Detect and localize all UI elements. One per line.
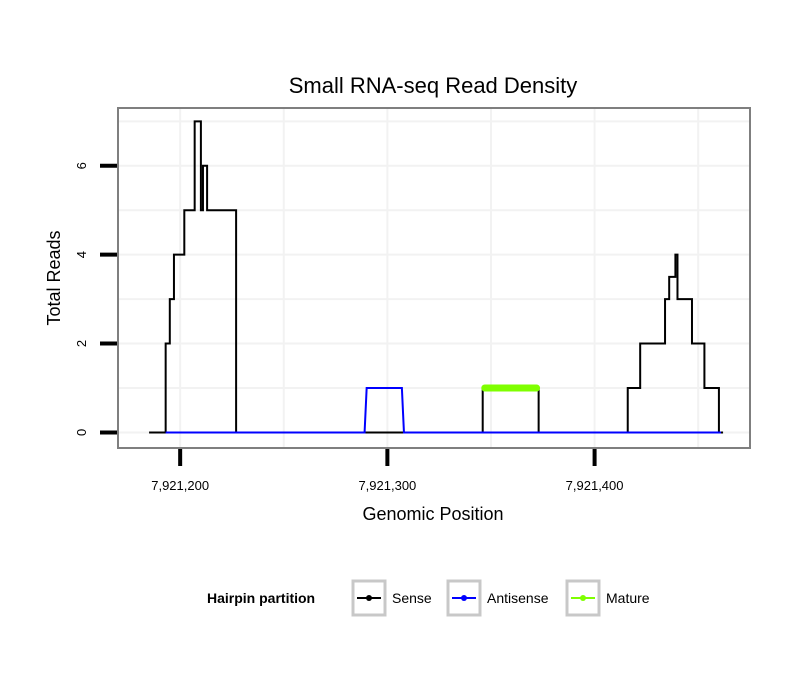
chart-title: Small RNA-seq Read Density [289,73,578,98]
legend-title: Hairpin partition [207,590,315,606]
x-axis-title: Genomic Position [362,504,503,524]
legend: Hairpin partition Sense Antisense Mature [207,579,650,617]
legend-dot-mature [580,595,586,601]
x-tick-label: 7,921,200 [151,478,209,493]
y-tick-label: 4 [74,251,89,258]
legend-item-mature: Mature [565,579,650,617]
y-tick-label: 2 [74,340,89,347]
y-axis-title: Total Reads [44,230,64,325]
x-tick-label: 7,921,400 [566,478,624,493]
legend-item-antisense: Antisense [446,579,549,617]
y-axis: 0 2 4 6 [74,162,117,436]
plot-panel [117,107,751,449]
x-axis: 7,921,200 7,921,300 7,921,400 [151,449,624,493]
y-tick-label: 6 [74,162,89,169]
legend-label-sense: Sense [392,590,432,606]
data-series [149,120,724,434]
legend-dot-sense [366,595,372,601]
legend-dot-antisense [461,595,467,601]
series-line-antisense [165,387,721,434]
legend-label-mature: Mature [606,590,650,606]
legend-item-sense: Sense [351,579,432,617]
legend-label-antisense: Antisense [487,590,549,606]
y-tick-label: 0 [74,429,89,436]
x-tick-label: 7,921,300 [358,478,416,493]
